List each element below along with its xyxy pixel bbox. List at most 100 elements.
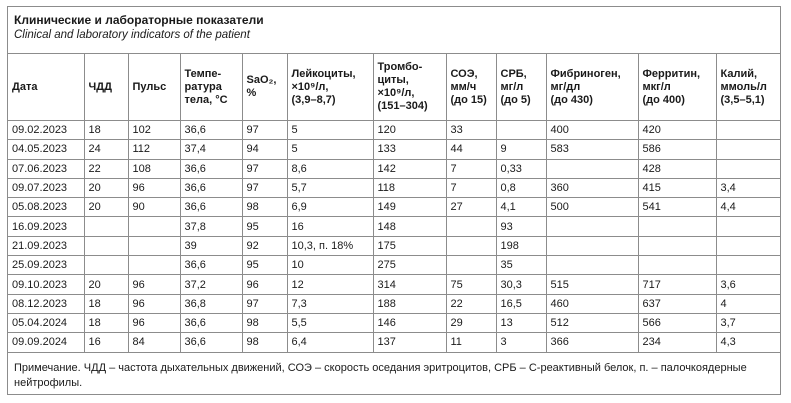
table-row: 09.07.2023 20 96 36,6 97 5,7 118 7 0,8 360 415 3,4 (8, 177, 780, 199)
table-cell (637, 235, 717, 257)
table-cell (715, 216, 780, 237)
table-cell: 5,7 (286, 177, 374, 199)
column-header-line: (до 400) (642, 93, 685, 106)
table-cell: 30,3 (495, 274, 547, 295)
table-cell: 05.08.2023 (8, 197, 85, 218)
table-cell: 97 (241, 177, 288, 199)
table-cell: 37,8 (179, 216, 243, 237)
table-cell (715, 158, 780, 179)
column-header-line: (3,9–8,7) (291, 93, 336, 106)
table-row: 04.05.2023 24 112 37,4 94 5 133 44 9 583 586 (8, 139, 780, 160)
table-cell: 102 (127, 119, 181, 141)
table-cell: 7,3 (286, 293, 374, 314)
table-cell (545, 235, 639, 257)
column-header-line: (до 430) (550, 93, 593, 106)
table-cell: 149 (372, 197, 447, 218)
table-cell: 22 (445, 293, 497, 314)
column-header-line: (3,5–5,1) (720, 93, 765, 106)
column-header-line: мм/ч (450, 80, 477, 93)
column-header-line: ратура (184, 80, 222, 93)
table-cell: 360 (545, 177, 639, 199)
column-header: Темпе-ратура тела, °С (179, 53, 243, 121)
table-cell: 20 (83, 274, 129, 295)
table-cell: 94 (241, 139, 288, 160)
table-cell: 146 (372, 312, 447, 334)
column-header: SaO₂,% (241, 53, 288, 121)
column-header-line: мг/дл (550, 80, 581, 93)
table-title-ru: Клинические и лабораторные показатели (14, 13, 264, 27)
table-cell: 37,4 (179, 139, 243, 160)
table-row: 09.09.2024 16 84 36,6 98 6,4 137 11 3 366 234 4,3 (8, 332, 780, 353)
column-header: Лейкоциты, ×10⁹/л, (3,9–8,7) (286, 53, 374, 121)
column-header-line: мг/л (500, 80, 524, 93)
column-header-line: СРБ, (500, 67, 527, 80)
table-cell: 566 (637, 312, 717, 334)
table-cell: 3,7 (715, 312, 780, 334)
table-cell: 36,6 (179, 119, 243, 141)
table-cell (495, 119, 547, 141)
table-cell: 39 (179, 235, 243, 257)
table-cell: 717 (637, 274, 717, 295)
table-cell: 13 (495, 312, 547, 334)
table-cell (545, 216, 639, 237)
table-cell: 36,6 (179, 312, 243, 334)
table-cell (545, 158, 639, 179)
table-cell: 09.07.2023 (8, 177, 85, 199)
table-cell: 09.10.2023 (8, 274, 85, 295)
table-cell: 25.09.2023 (8, 255, 85, 276)
table-cell: 5,5 (286, 312, 374, 334)
table-cell: 98 (241, 332, 288, 353)
column-header-line: (до 5) (500, 93, 531, 106)
table-cell: 10 (286, 255, 374, 276)
column-header-line: Калий, (720, 67, 758, 80)
column-header: Тромбо-циты, ×10⁹/л, (151–304) (372, 53, 447, 121)
table-row: 05.08.2023 20 90 36,6 98 6,9 149 27 4,1 500 541 4,4 (8, 197, 780, 218)
column-header: Ферритин, мкг/л (до 400) (637, 53, 717, 121)
table-cell: 75 (445, 274, 497, 295)
table-cell: 4,4 (715, 197, 780, 218)
table-cell: 415 (637, 177, 717, 199)
table-cell: 90 (127, 197, 181, 218)
column-header-line: (151–304) (377, 100, 428, 112)
table-cell (545, 255, 639, 276)
table-cell: 500 (545, 197, 639, 218)
column-header-line: ммоль/л (720, 80, 767, 93)
table-row: 25.09.2023 36,6 95 10 275 35 (8, 255, 780, 276)
table-cell: 16.09.2023 (8, 216, 85, 237)
table-cell: 108 (127, 158, 181, 179)
column-header-line: Темпе- (184, 67, 222, 80)
column-header: СРБ, мг/л (до 5) (495, 53, 547, 121)
column-header-line: ×10⁹/л, (377, 87, 415, 99)
column-header: Дата (8, 53, 85, 121)
table-cell: 97 (241, 158, 288, 179)
table-cell (83, 216, 129, 237)
table-cell: 133 (372, 139, 447, 160)
table-cell: 20 (83, 177, 129, 199)
column-header-line: Ферритин, (642, 67, 701, 80)
table-cell: 5 (286, 119, 374, 141)
table-cell: 142 (372, 158, 447, 179)
table-cell: 512 (545, 312, 639, 334)
table-cell: 12 (286, 274, 374, 295)
table-cell: 35 (495, 255, 547, 276)
table-cell: 37,2 (179, 274, 243, 295)
table-cell (715, 255, 780, 276)
column-header-line: Лейкоциты, (291, 67, 356, 80)
table-cell: 4,3 (715, 332, 780, 353)
table-cell: 0,8 (495, 177, 547, 199)
table-cell: 0,33 (495, 158, 547, 179)
table-cell: 36,6 (179, 197, 243, 218)
table-cell: 586 (637, 139, 717, 160)
table-cell: 4 (715, 293, 780, 314)
column-header-line: Пульс (132, 80, 167, 93)
header-row: Дата ЧДД Пульс Темпе-ратура тела, °С SaO₂,% Ле… (8, 53, 780, 121)
table-cell: 6,9 (286, 197, 374, 218)
table-cell: 05.04.2024 (8, 312, 85, 334)
table-cell: 18 (83, 119, 129, 141)
table-cell (127, 255, 181, 276)
table-row: 05.04.2024 18 96 36,6 98 5,5 146 29 13 512 566 3,7 (8, 312, 780, 334)
table-caption: Клинические и лабораторные показатели Cl… (14, 13, 264, 43)
table-cell: 234 (637, 332, 717, 353)
table-cell: 175 (372, 235, 447, 257)
table-cell: 3,6 (715, 274, 780, 295)
